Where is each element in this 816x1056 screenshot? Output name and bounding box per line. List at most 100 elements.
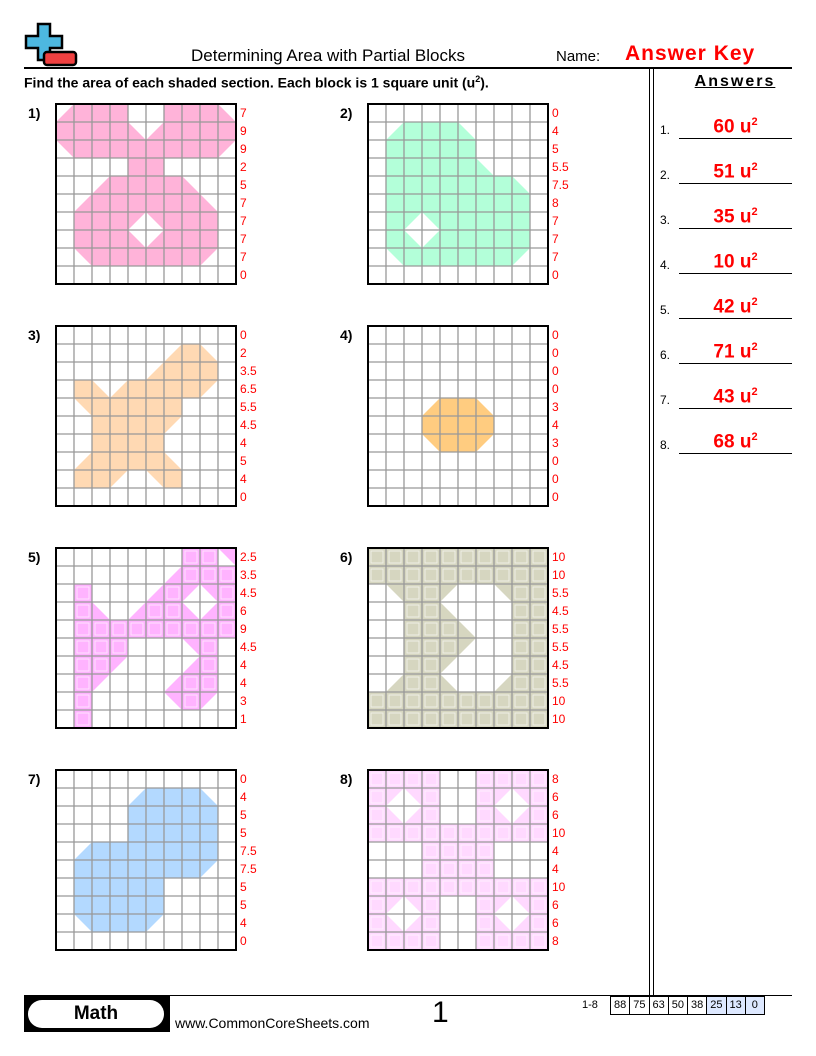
- block-inner: [424, 844, 438, 858]
- shaded-block: [92, 638, 110, 656]
- shaded-block: [92, 914, 110, 932]
- answer-unit: u: [739, 251, 752, 272]
- shaded-block: [512, 194, 530, 212]
- answer-field: 10 u2: [679, 251, 792, 274]
- shaded-block: [110, 248, 128, 266]
- answer-divider: [653, 69, 654, 997]
- shaded-block: [74, 692, 92, 710]
- area-grid: [55, 103, 237, 285]
- score-table: 88 75 63 50 38 25 13 0: [610, 996, 765, 1015]
- shaded-block: [110, 230, 128, 248]
- block-inner: [532, 826, 546, 840]
- shaded-block: [128, 896, 146, 914]
- answer-value: 71: [713, 341, 735, 362]
- shaded-block: [440, 842, 458, 860]
- page-number: 1: [432, 996, 449, 1029]
- shaded-block: [458, 710, 476, 728]
- shaded-half-block: [110, 470, 128, 488]
- shaded-block: [74, 638, 92, 656]
- row-count: 0: [240, 328, 247, 342]
- shaded-block: [368, 710, 386, 728]
- shaded-half-block: [386, 248, 404, 266]
- shaded-block: [476, 860, 494, 878]
- shaded-block: [182, 194, 200, 212]
- shaded-half-block: [422, 398, 440, 416]
- grid-border: [55, 769, 237, 951]
- block-inner: [220, 586, 234, 600]
- shaded-half-block: [458, 638, 476, 656]
- shaded-block: [422, 824, 440, 842]
- shaded-block: [440, 122, 458, 140]
- shaded-block: [476, 248, 494, 266]
- shaded-half-block: [404, 788, 422, 806]
- shaded-block: [422, 122, 440, 140]
- row-count: 0: [240, 268, 247, 282]
- shaded-half-block: [182, 656, 200, 674]
- shaded-block: [404, 656, 422, 674]
- shaded-block: [74, 860, 92, 878]
- block-inner: [406, 772, 420, 786]
- shaded-block: [404, 638, 422, 656]
- row-count: 3.5: [240, 568, 257, 582]
- shaded-block: [458, 248, 476, 266]
- shaded-half-block: [74, 194, 92, 212]
- shaded-block: [440, 212, 458, 230]
- shaded-block: [110, 878, 128, 896]
- instructions: Find the area of each shaded section. Ea…: [24, 74, 489, 91]
- shaded-block: [386, 878, 404, 896]
- shaded-block: [128, 878, 146, 896]
- shaded-half-block: [182, 176, 200, 194]
- score-range: 1-8: [582, 999, 598, 1011]
- shaded-block: [422, 638, 440, 656]
- shaded-block: [218, 566, 236, 584]
- block-inner: [424, 898, 438, 912]
- shaded-block: [458, 566, 476, 584]
- answer-unit-sup: 2: [751, 430, 758, 443]
- shaded-half-block: [164, 452, 182, 470]
- block-inner: [370, 898, 384, 912]
- shaded-block: [476, 806, 494, 824]
- shaded-block: [386, 548, 404, 566]
- answer-unit-sup: 2: [751, 115, 758, 128]
- shaded-block: [92, 434, 110, 452]
- shaded-block: [458, 878, 476, 896]
- block-inner: [388, 712, 402, 726]
- shaded-half-block: [494, 584, 512, 602]
- block-inner: [370, 694, 384, 708]
- block-inner: [478, 790, 492, 804]
- shaded-block: [74, 620, 92, 638]
- shaded-block: [218, 620, 236, 638]
- shaded-block: [92, 452, 110, 470]
- shaded-block: [494, 194, 512, 212]
- shaded-block: [146, 878, 164, 896]
- block-inner: [460, 694, 474, 708]
- block-inner: [514, 880, 528, 894]
- shaded-block: [92, 416, 110, 434]
- area-grid: [55, 325, 237, 507]
- shaded-block: [494, 770, 512, 788]
- shaded-block: [110, 452, 128, 470]
- answer-row: 5. 42 u2: [660, 295, 792, 319]
- shaded-block: [164, 194, 182, 212]
- shaded-block: [440, 248, 458, 266]
- block-inner: [424, 808, 438, 822]
- block-inner: [478, 898, 492, 912]
- shaded-block: [422, 566, 440, 584]
- shaded-block: [182, 674, 200, 692]
- shaded-block: [200, 638, 218, 656]
- shaded-block: [110, 416, 128, 434]
- block-inner: [406, 880, 420, 894]
- answer-row: 4. 10 u2: [660, 250, 792, 274]
- shaded-half-block: [128, 788, 146, 806]
- shaded-block: [512, 824, 530, 842]
- shaded-half-block: [92, 602, 110, 620]
- block-inner: [388, 880, 402, 894]
- row-count: 0: [240, 772, 247, 786]
- name-value: Answer Key: [625, 42, 756, 65]
- block-inner: [202, 658, 216, 672]
- shaded-block: [530, 896, 548, 914]
- shaded-block: [494, 230, 512, 248]
- answer-unit-sup: 2: [751, 295, 758, 308]
- shaded-block: [386, 710, 404, 728]
- shaded-block: [110, 104, 128, 122]
